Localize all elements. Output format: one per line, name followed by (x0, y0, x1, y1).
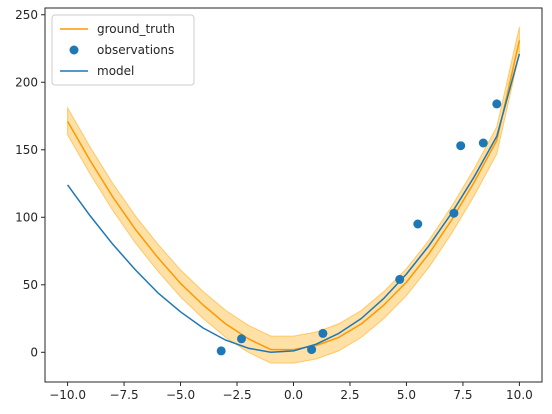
observation-point (449, 208, 459, 218)
legend-observations-label: observations (97, 43, 174, 57)
x-tick-label: 0.0 (284, 388, 303, 402)
observation-point (216, 346, 226, 356)
y-axis: 0 50 100 150 200 250 (15, 8, 45, 359)
x-tick-label: −2.5 (222, 388, 251, 402)
x-tick-label: −5.0 (166, 388, 195, 402)
y-tick-label: 0 (30, 345, 38, 359)
x-tick-label: 2.5 (340, 388, 359, 402)
legend-ground-truth-label: ground_truth (97, 22, 175, 36)
observation-point (395, 274, 405, 284)
x-tick-label: 5.0 (397, 388, 416, 402)
y-tick-label: 100 (15, 210, 38, 224)
legend-model-label: model (97, 64, 134, 78)
y-tick-label: 200 (15, 75, 38, 89)
legend: ground_truth observations model (51, 14, 195, 86)
y-tick-label: 250 (15, 8, 38, 22)
x-tick-label: 7.5 (453, 388, 472, 402)
observation-point (492, 99, 502, 109)
x-tick-label: 10.0 (506, 388, 533, 402)
observation-point (307, 345, 317, 355)
observation-point (456, 141, 466, 151)
legend-box (51, 14, 195, 86)
observation-point (318, 328, 328, 338)
y-tick-label: 150 (15, 143, 38, 157)
model-line (66, 53, 521, 354)
plot-area (66, 26, 521, 364)
ground-truth-line (66, 40, 521, 351)
x-tick-label: −10.0 (49, 388, 86, 402)
y-tick-label: 50 (23, 278, 38, 292)
observation-point (478, 138, 488, 148)
x-tick-label: −7.5 (109, 388, 138, 402)
observation-point (413, 219, 423, 229)
observation-point (237, 334, 246, 344)
legend-observations-marker (69, 45, 79, 55)
x-axis: −10.0 −7.5 −5.0 −2.5 0.0 2.5 5.0 7.5 10.0 (49, 382, 533, 402)
